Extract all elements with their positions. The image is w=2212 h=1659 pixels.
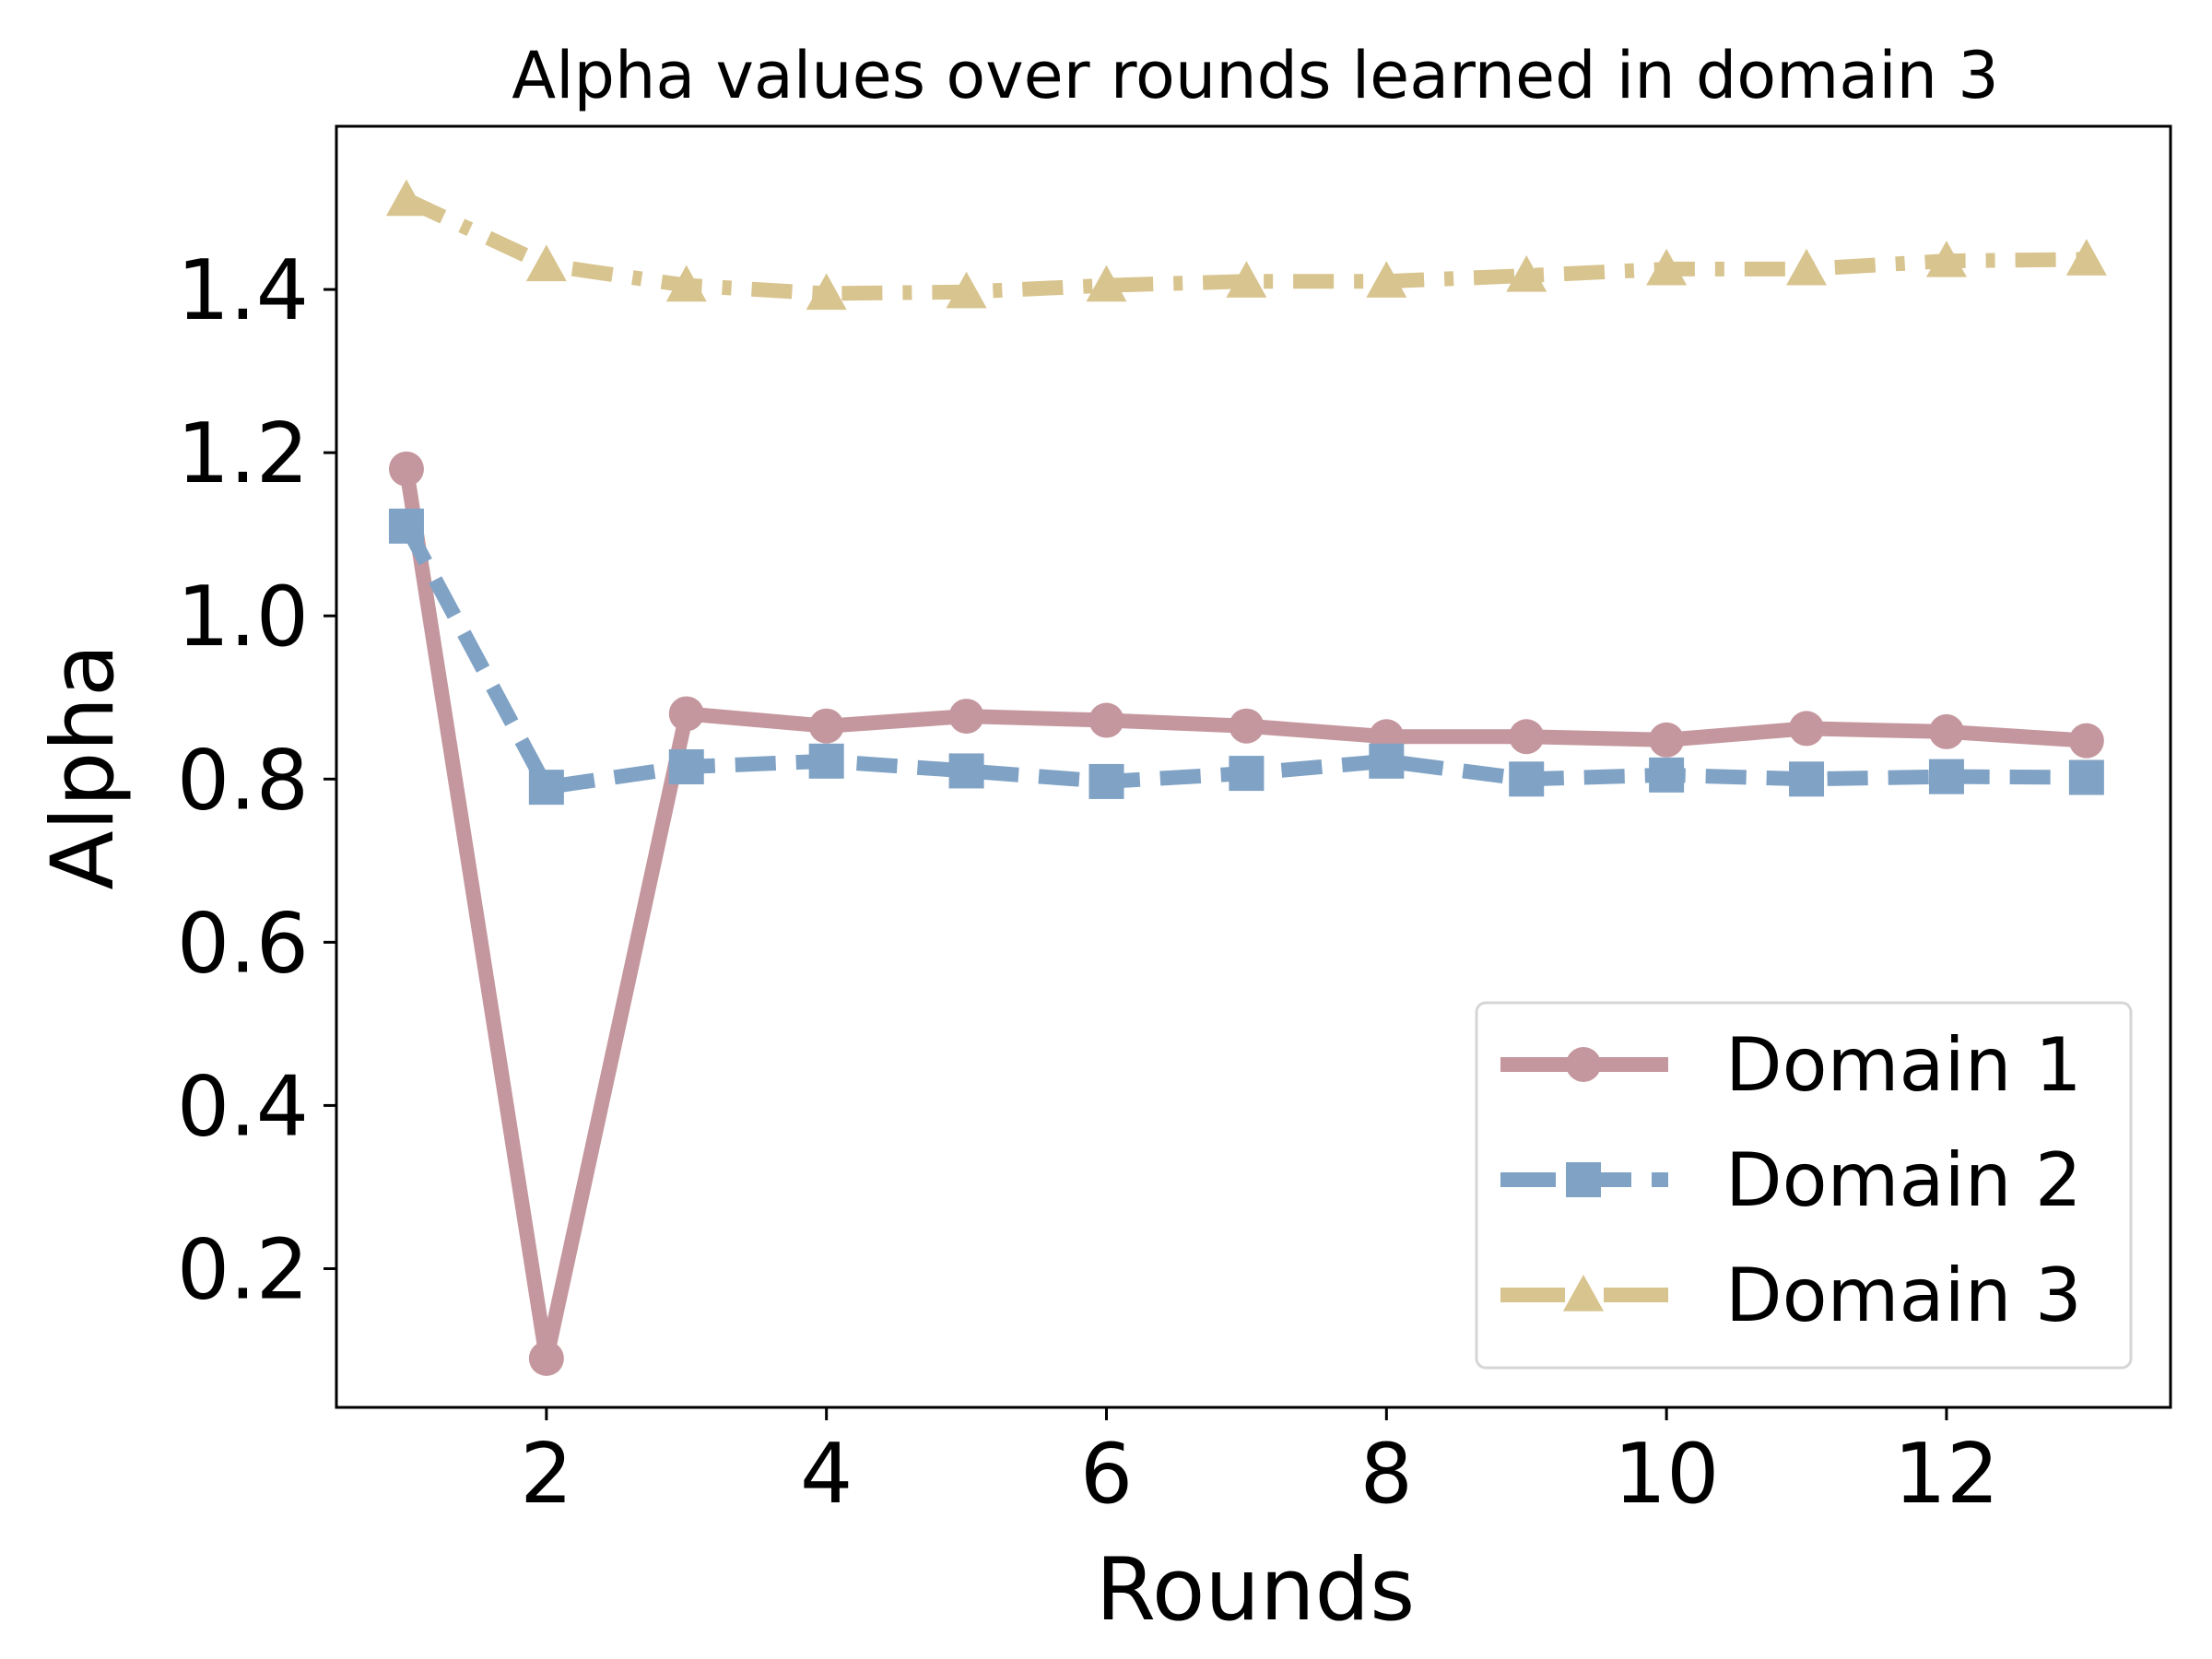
legend-frame: [1475, 1001, 2133, 1370]
data-point: [1649, 757, 1685, 793]
data-point: [1646, 248, 1688, 286]
y-tick-label: 0.6: [177, 895, 309, 992]
x-tick-label: 2: [520, 1426, 572, 1523]
data-point: [1229, 708, 1265, 744]
data-point: [1509, 719, 1545, 755]
x-tick-label: 8: [1360, 1426, 1413, 1523]
y-tick-label: 1.2: [177, 406, 309, 502]
legend-item: Domain 1: [1500, 1022, 2082, 1108]
data-point: [1086, 265, 1127, 302]
legend-item: Domain 3: [1500, 1253, 2082, 1338]
series-domain-3: [385, 179, 2107, 311]
data-point: [2065, 239, 2107, 276]
data-point: [1226, 261, 1267, 298]
data-point: [946, 271, 987, 309]
data-point: [528, 770, 564, 806]
data-point: [806, 273, 847, 311]
data-point: [388, 451, 424, 487]
legend-label: Domain 2: [1725, 1137, 2082, 1223]
series-domain-2: [388, 508, 2104, 806]
data-point: [2068, 759, 2104, 795]
data-point: [1088, 763, 1124, 799]
data-point: [1789, 711, 1825, 747]
data-point: [668, 749, 704, 784]
data-point: [1649, 722, 1685, 758]
legend-marker: [1563, 1275, 1604, 1312]
data-point: [1088, 702, 1124, 738]
x-axis: 2 4 6 8 10 12: [520, 1407, 1999, 1523]
data-point: [808, 743, 844, 779]
y-tick-label: 1.4: [177, 242, 309, 339]
x-tick-label: 12: [1894, 1426, 2000, 1523]
data-point: [1366, 261, 1407, 298]
x-tick-label: 10: [1614, 1426, 1720, 1523]
data-point: [2068, 723, 2104, 759]
data-point: [1786, 248, 1828, 286]
data-point: [385, 179, 427, 217]
chart-title: Alpha values over rounds learned in doma…: [512, 38, 1999, 113]
series-line: [399, 523, 2087, 795]
data-point: [808, 708, 844, 744]
data-point: [1925, 241, 1967, 277]
y-axis-label: Alpha: [33, 643, 134, 889]
y-tick-label: 0.2: [177, 1221, 309, 1318]
data-point: [665, 265, 707, 302]
data-point: [1369, 743, 1405, 779]
data-point: [948, 753, 984, 789]
legend: Domain 1 Domain 2 Domain 3: [1475, 1001, 2133, 1370]
y-tick-label: 0.8: [177, 732, 309, 829]
y-tick-label: 0.4: [177, 1058, 309, 1155]
data-point: [388, 508, 424, 544]
legend-label: Domain 3: [1725, 1253, 2082, 1338]
y-tick-label: 1.0: [177, 569, 309, 665]
legend-marker: [1566, 1047, 1601, 1082]
data-point: [1928, 713, 1964, 749]
x-tick-label: 4: [800, 1426, 853, 1523]
data-point: [528, 1340, 564, 1376]
x-tick-label: 6: [1080, 1426, 1133, 1523]
data-point: [668, 696, 704, 732]
legend-label: Domain 1: [1725, 1022, 2082, 1108]
legend-marker: [1566, 1162, 1601, 1197]
y-axis: 0.2 0.4 0.6 0.8 1.0 1.2 1.4: [177, 242, 336, 1318]
data-point: [1928, 759, 1964, 794]
x-axis-label: Rounds: [1096, 1540, 1415, 1641]
series-domain-1: [388, 451, 2104, 1376]
data-point: [1789, 761, 1825, 797]
data-point: [1229, 756, 1265, 792]
series-layer: [385, 179, 2107, 1376]
legend-item: Domain 2: [1500, 1137, 2082, 1223]
data-point: [948, 699, 984, 735]
data-point: [1509, 761, 1545, 797]
plot-area-frame: [335, 124, 2172, 1409]
data-point: [1506, 255, 1547, 292]
data-point: [525, 244, 567, 282]
